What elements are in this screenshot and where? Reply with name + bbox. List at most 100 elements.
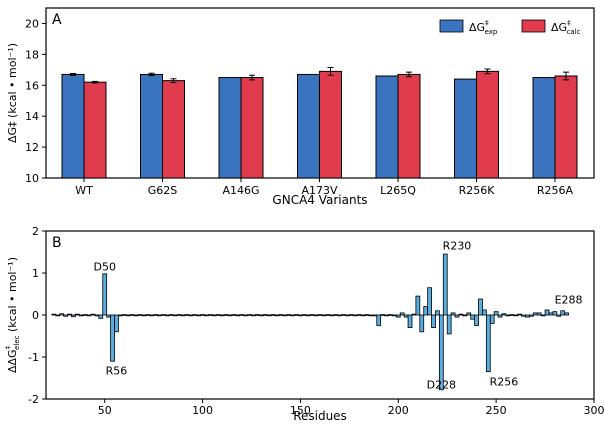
residue-bar — [282, 314, 288, 317]
residue-bar — [333, 314, 339, 316]
residue-bar — [247, 314, 252, 316]
residue-bar — [313, 314, 319, 317]
residue-bar — [474, 314, 479, 326]
residue-bar — [321, 314, 327, 317]
y-tick-label: 12 — [25, 141, 39, 154]
residue-bar — [129, 314, 135, 316]
residue-bar — [462, 314, 468, 317]
residue-bar — [521, 314, 526, 317]
residue-bar — [348, 314, 354, 316]
residue-bar — [501, 313, 507, 316]
residue-bar — [489, 314, 495, 324]
residue-bar — [71, 314, 76, 318]
residue-bar — [239, 314, 245, 316]
residue-bar — [301, 314, 307, 316]
x-tick-label: 300 — [584, 404, 604, 417]
residue-bar — [102, 273, 108, 316]
y-tick-label: 2 — [32, 225, 39, 238]
residue-bar — [470, 314, 476, 320]
legend-swatch-exp — [439, 19, 464, 33]
residue-bar — [227, 314, 233, 317]
residue-bar — [67, 313, 72, 316]
residue-bar — [438, 314, 444, 391]
annotation-e288: E288 — [555, 293, 583, 306]
residue-bar — [168, 314, 174, 316]
y-tick-label: 20 — [25, 17, 39, 30]
residue-bar — [204, 314, 209, 317]
residue-bar — [137, 314, 143, 316]
annotation-r56: R56 — [106, 364, 128, 377]
bar-calc-g62s — [162, 80, 185, 179]
residue-bar — [364, 314, 370, 316]
residue-bar — [450, 312, 456, 316]
residue-bar — [149, 314, 155, 317]
bar-exp-wt — [61, 73, 85, 179]
residue-bar — [482, 309, 487, 316]
residue-bar — [59, 313, 65, 316]
residue-bar — [345, 314, 350, 317]
residue-bar — [529, 314, 534, 317]
residue-bar — [435, 310, 440, 316]
x-tick-label: WT — [75, 184, 93, 197]
residue-bar — [360, 314, 366, 317]
residue-bar — [540, 314, 546, 317]
x-tick-label: 100 — [192, 404, 213, 417]
bar-calc-r256a — [554, 75, 578, 179]
bar-calc-wt — [83, 81, 107, 179]
residue-bar — [466, 312, 472, 316]
legend-swatch-calc — [521, 19, 546, 33]
residue-bar — [110, 314, 115, 362]
residue-bar — [55, 314, 61, 317]
residue-bar — [235, 314, 241, 317]
bar-calc-l265q — [397, 73, 421, 179]
residue-bar — [478, 298, 483, 316]
residue-bar — [564, 312, 569, 316]
residue-bar — [403, 314, 409, 318]
residue-bar — [556, 314, 562, 317]
bar-exp-l265q — [375, 75, 399, 179]
residue-bar — [243, 314, 248, 317]
annotation-r256: R256 — [490, 375, 519, 388]
residue-bar — [172, 314, 178, 317]
bar-exp-a173v — [297, 73, 320, 179]
residue-bar — [372, 314, 378, 317]
x-tick-label: G62S — [148, 184, 178, 197]
residue-bar — [411, 313, 417, 316]
y-tick-label: -2 — [28, 393, 39, 406]
residue-bar — [309, 314, 315, 316]
bar-calc-r256k — [476, 70, 499, 179]
panel-a-chart: A 10 12 14 16 18 20 WT G62S A146G A173V L265Q R256… — [6, 7, 595, 207]
residue-bar — [94, 314, 100, 317]
residue-bar — [532, 312, 538, 316]
residue-bar — [298, 314, 303, 317]
bar-exp-r256a — [532, 77, 556, 179]
residue-bar — [215, 314, 221, 316]
residue-bar — [90, 313, 96, 316]
annotation-d228: D228 — [427, 378, 456, 391]
residue-bar — [188, 314, 194, 317]
residue-bar — [157, 314, 162, 317]
panel-a-legend: ΔG‡ exp ΔG‡ calc — [439, 19, 581, 36]
panel-b-xlabel: Residues — [293, 409, 347, 423]
residue-bar — [184, 314, 190, 316]
residue-bar — [380, 314, 385, 316]
residue-bar — [341, 314, 346, 316]
x-tick-label: R256K — [459, 184, 496, 197]
annotation-d50: D50 — [93, 261, 115, 274]
legend-entry-calc: ΔG‡ calc — [551, 19, 581, 36]
residue-bar — [536, 312, 542, 316]
x-tick-label: 200 — [388, 404, 409, 417]
residue-bar — [231, 314, 237, 316]
residue-bar — [427, 287, 432, 316]
residue-bar — [180, 314, 186, 317]
y-tick-label: 16 — [25, 79, 39, 92]
residue-bar — [544, 309, 550, 316]
residue-bar — [454, 314, 460, 318]
bar-calc-a146g — [240, 77, 264, 179]
residue-bar — [337, 314, 342, 317]
y-tick-label: 10 — [25, 172, 39, 185]
residue-bar — [497, 314, 503, 318]
residue-bar — [258, 314, 264, 317]
residue-bar — [415, 295, 421, 316]
residue-bar — [98, 314, 104, 319]
